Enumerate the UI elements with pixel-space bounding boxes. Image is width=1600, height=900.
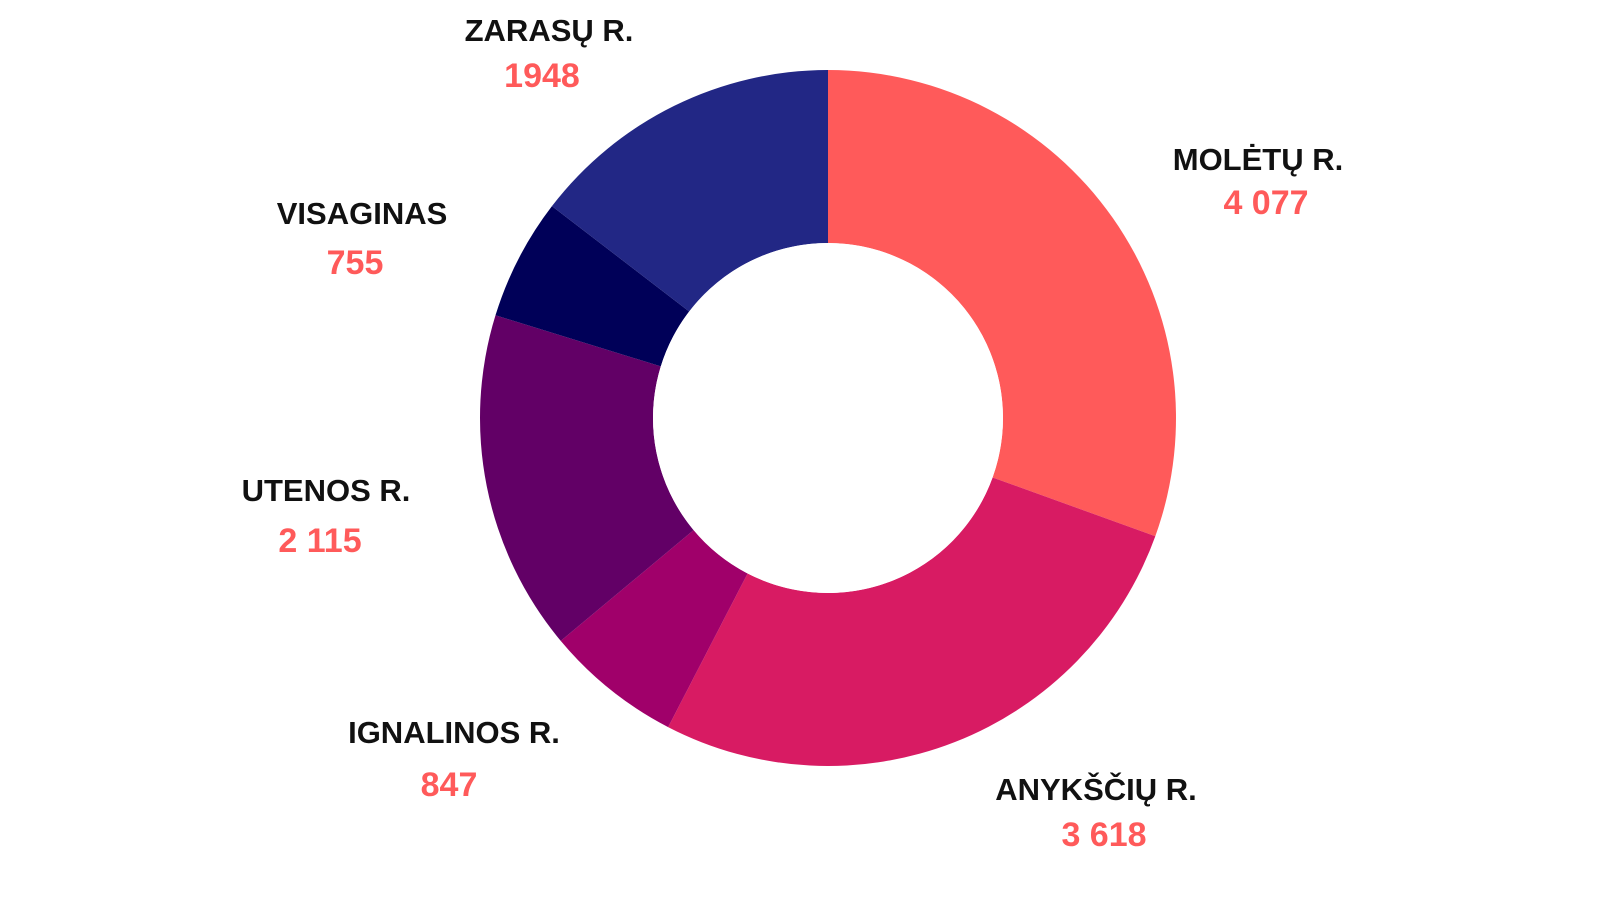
slice-label-visaginas: VISAGINAS [277,196,448,231]
slice-label-ignalinos-r: IGNALINOS R. [348,715,560,750]
slice-label-zarasu-r: ZARASŲ R. [465,13,634,48]
slice-utenos-r [480,315,694,641]
donut-slices [480,70,1176,766]
slice-label-moletu-r: MOLĖTŲ R. [1173,142,1344,177]
slice-value-ignalinos-r: 847 [421,766,478,804]
slice-value-visaginas: 755 [327,244,384,282]
slice-label-anyksciu-r: ANYKŠČIŲ R. [995,771,1197,807]
slice-label-utenos-r: UTENOS R. [242,473,411,508]
slice-moletu-r [828,70,1176,537]
slice-value-moletu-r: 4 077 [1223,184,1308,222]
donut-hole [653,243,1003,593]
slice-ignalinos-r [560,530,748,728]
slice-labels: MOLĖTŲ R. 4 077 ANYKŠČIŲ R. 3 618 IGNALINOS … [242,13,1344,854]
slice-anyksciu-r [668,477,1156,766]
slice-value-zarasu-r: 1948 [504,57,580,95]
slice-value-anyksciu-r: 3 618 [1061,816,1146,854]
slice-value-utenos-r: 2 115 [278,522,361,560]
slice-visaginas [495,206,690,367]
slice-zarasu-r [551,70,828,312]
